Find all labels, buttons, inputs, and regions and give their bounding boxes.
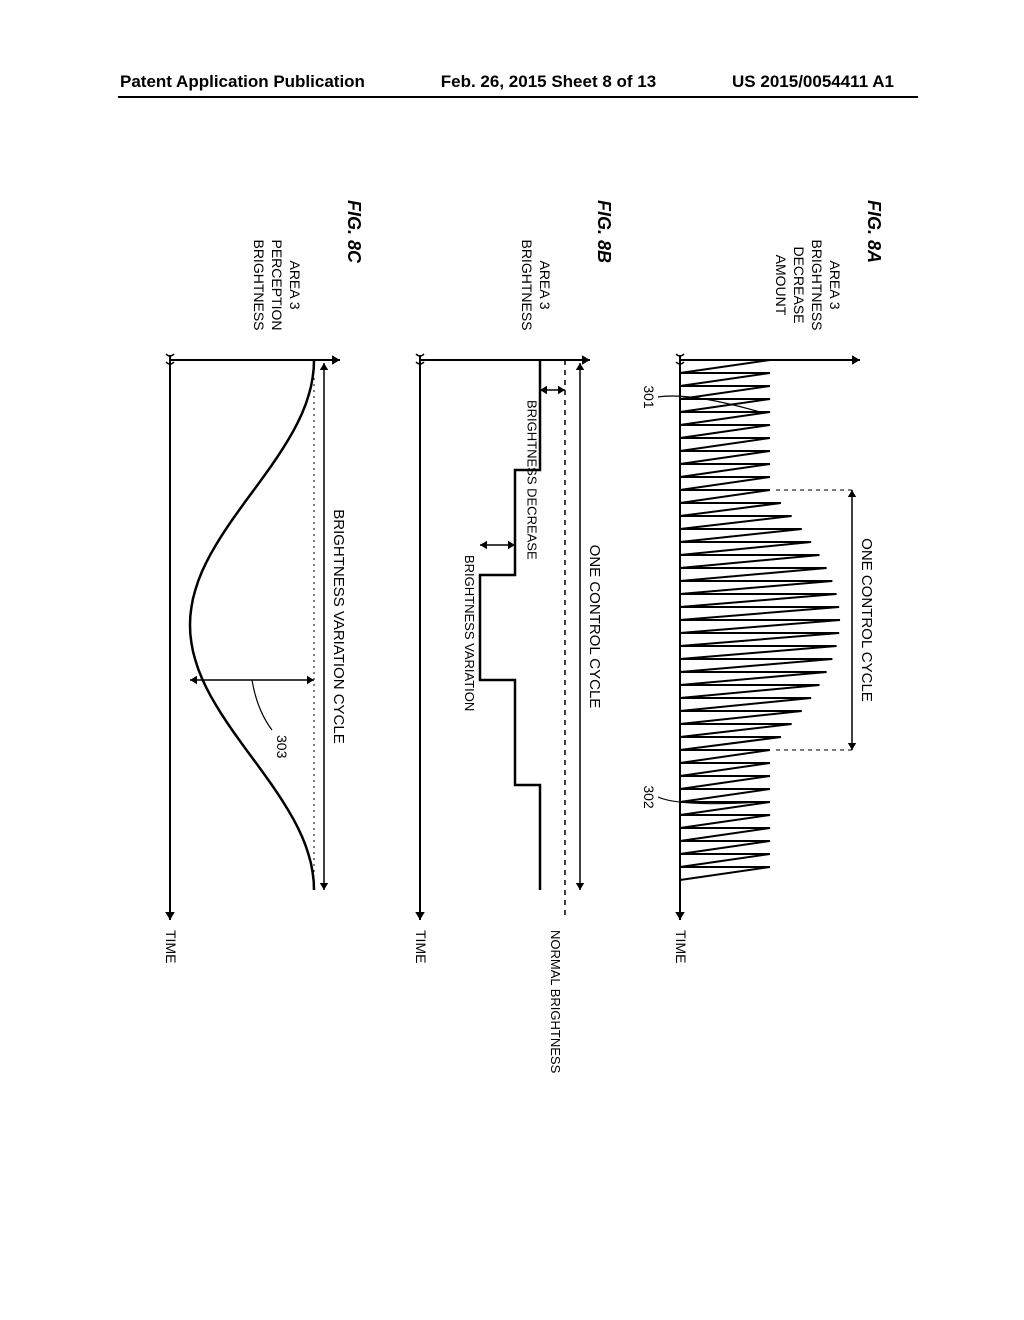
svg-text:PERCEPTION: PERCEPTION xyxy=(269,239,285,330)
svg-text:AREA 3: AREA 3 xyxy=(287,260,303,309)
svg-text:TIME: TIME xyxy=(413,930,429,963)
svg-text:ONE CONTROL CYCLE: ONE CONTROL CYCLE xyxy=(586,545,603,709)
svg-text:BRIGHTNESS: BRIGHTNESS xyxy=(251,239,267,330)
svg-text:AMOUNT: AMOUNT xyxy=(773,255,789,316)
svg-text:FIG. 8A: FIG. 8A xyxy=(864,200,884,263)
svg-text:ONE CONTROL CYCLE: ONE CONTROL CYCLE xyxy=(858,538,875,702)
svg-text:302: 302 xyxy=(641,785,657,809)
svg-text:303: 303 xyxy=(274,735,290,759)
figure-container: FIG. 8AAREA 3BRIGHTNESSDECREASEAMOUNTTIM… xyxy=(130,180,890,1170)
header-left: Patent Application Publication xyxy=(120,72,365,92)
header-rule xyxy=(118,96,918,98)
svg-text:TIME: TIME xyxy=(163,930,179,963)
svg-text:BRIGHTNESS DECREASE: BRIGHTNESS DECREASE xyxy=(525,400,540,560)
svg-text:301: 301 xyxy=(641,385,657,409)
svg-text:BRIGHTNESS VARIATION: BRIGHTNESS VARIATION xyxy=(462,555,477,711)
svg-text:AREA 3: AREA 3 xyxy=(537,260,553,309)
figure-svg: FIG. 8AAREA 3BRIGHTNESSDECREASEAMOUNTTIM… xyxy=(130,180,890,1170)
svg-text:AREA 3: AREA 3 xyxy=(827,260,843,309)
header-center: Feb. 26, 2015 Sheet 8 of 13 xyxy=(441,72,656,92)
svg-text:BRIGHTNESS: BRIGHTNESS xyxy=(519,239,535,330)
svg-text:FIG. 8C: FIG. 8C xyxy=(344,200,364,264)
svg-text:FIG. 8B: FIG. 8B xyxy=(594,200,614,263)
page-header: Patent Application Publication Feb. 26, … xyxy=(0,72,1024,92)
svg-text:NORMAL BRIGHTNESS: NORMAL BRIGHTNESS xyxy=(548,930,563,1074)
svg-text:BRIGHTNESS VARIATION CYCLE: BRIGHTNESS VARIATION CYCLE xyxy=(330,509,347,744)
svg-text:BRIGHTNESS: BRIGHTNESS xyxy=(809,239,825,330)
header-right: US 2015/0054411 A1 xyxy=(732,72,894,92)
svg-text:DECREASE: DECREASE xyxy=(791,246,807,323)
svg-text:TIME: TIME xyxy=(673,930,689,963)
